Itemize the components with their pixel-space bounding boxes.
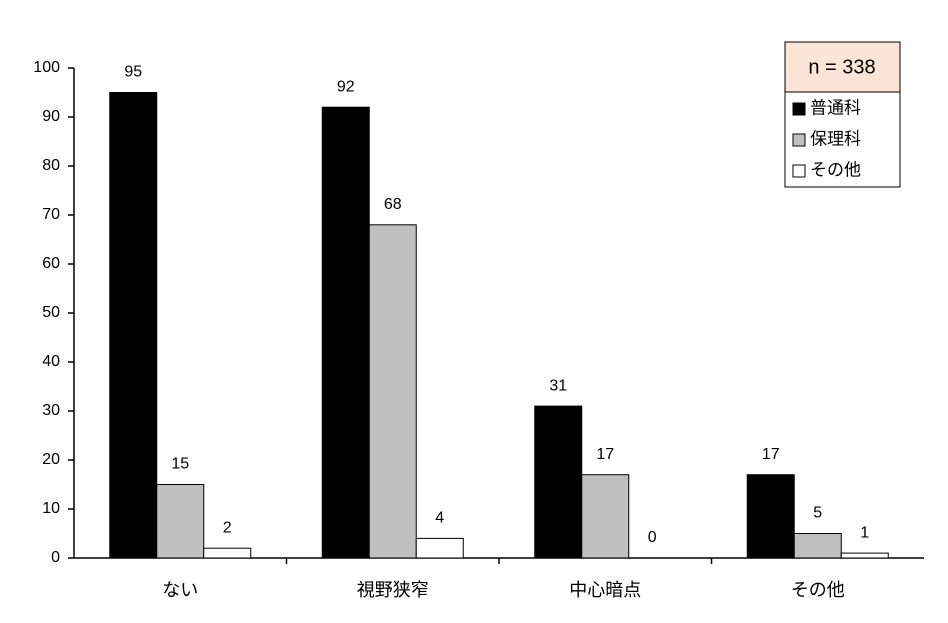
value-label: 15 (171, 456, 189, 473)
y-tick-label: 20 (42, 451, 60, 468)
value-label: 95 (124, 64, 142, 81)
value-label: 0 (648, 529, 657, 546)
value-label: 31 (549, 377, 567, 394)
value-label: 5 (813, 505, 822, 522)
annotation: n = 338 (808, 56, 875, 78)
y-tick-label: 50 (42, 304, 60, 321)
bar (203, 547, 252, 559)
legend-label: その他 (810, 160, 861, 179)
value-label: 17 (762, 446, 780, 463)
bar (415, 537, 464, 559)
value-label: 92 (337, 78, 355, 95)
bar (321, 106, 370, 559)
value-label: 68 (384, 196, 402, 213)
y-tick-label: 0 (51, 549, 60, 566)
y-tick-label: 70 (42, 206, 60, 223)
value-label: 2 (223, 519, 232, 536)
y-tick-label: 10 (42, 500, 60, 517)
legend-swatch (792, 102, 806, 116)
y-tick-label: 80 (42, 157, 60, 174)
annotation-box (784, 41, 901, 93)
y-tick-label: 100 (33, 59, 60, 76)
x-tick-label: 中心暗点 (569, 580, 641, 600)
y-tick-label: 90 (42, 108, 60, 125)
value-label: 4 (435, 510, 444, 527)
bar (840, 552, 889, 559)
y-tick-label: 30 (42, 402, 60, 419)
legend-label: 保理科 (810, 129, 861, 148)
bar (581, 474, 630, 559)
value-label: 1 (860, 524, 869, 541)
legend-label: 普通科 (810, 98, 861, 117)
bar (156, 484, 205, 559)
x-tick-label: 視野狭窄 (357, 580, 429, 600)
bar (793, 533, 842, 559)
bar (534, 405, 583, 559)
bar (368, 224, 417, 559)
bar (109, 92, 158, 559)
legend-swatch (792, 133, 806, 147)
x-tick-label: その他 (791, 580, 845, 600)
bar (746, 474, 795, 559)
x-tick-label: ない (162, 580, 198, 600)
value-label: 17 (596, 446, 614, 463)
y-tick-label: 60 (42, 255, 60, 272)
legend-swatch (792, 164, 806, 178)
y-tick-label: 40 (42, 353, 60, 370)
